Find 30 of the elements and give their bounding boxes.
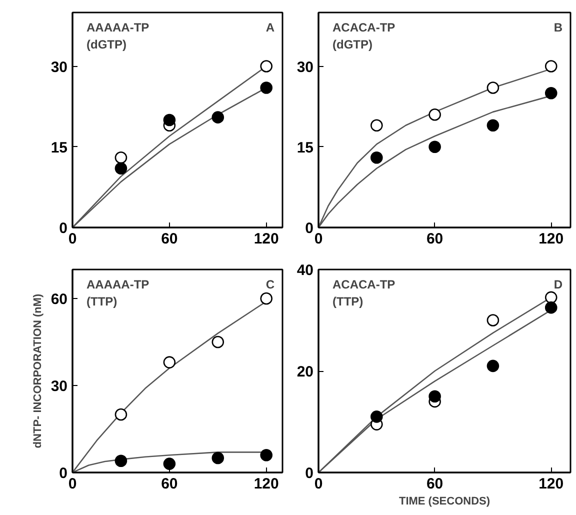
y-tick-label: 30 <box>50 378 68 395</box>
y-tick-label: 20 <box>296 364 314 380</box>
text: AAAAA-TP (TTP) <box>86 278 150 308</box>
y-tick-label: 15 <box>50 139 68 156</box>
annotation: B <box>554 20 563 34</box>
x-tick-label: 120 <box>538 476 564 492</box>
y-axis-title: dNTP- INCORPORATION (nM) <box>32 293 44 448</box>
x-tick-label: 60 <box>426 230 444 248</box>
y-tick-label: 0 <box>305 220 314 237</box>
y-tick-label: 60 <box>50 291 68 308</box>
y-tick-label: 40 <box>296 262 314 279</box>
x-tick-label: 60 <box>161 476 178 492</box>
x-tick-label: 120 <box>254 476 279 492</box>
annotation: A <box>266 20 275 34</box>
y-tick-label: 0 <box>59 465 68 482</box>
x-tick-label: 60 <box>161 230 178 248</box>
x-tick-label: 60 <box>426 476 444 492</box>
x-tick-label: 120 <box>254 230 279 248</box>
text: ACACA-TP (TTP) <box>332 278 396 308</box>
text: AAAAA-TP (dGTP) <box>86 20 150 52</box>
x-tick-label: 120 <box>538 230 564 248</box>
y-tick-label: 30 <box>50 58 68 76</box>
annotation: C <box>266 278 275 292</box>
y-tick-label: 15 <box>296 139 314 156</box>
y-tick-label: 30 <box>296 58 314 76</box>
text: ACACA-TP (dGTP) <box>332 20 396 52</box>
y-tick-label: 0 <box>305 465 314 482</box>
annotation: D <box>554 278 563 292</box>
x-axis-title: TIME (SECONDS) <box>398 496 490 508</box>
y-tick-label: 0 <box>59 220 68 237</box>
